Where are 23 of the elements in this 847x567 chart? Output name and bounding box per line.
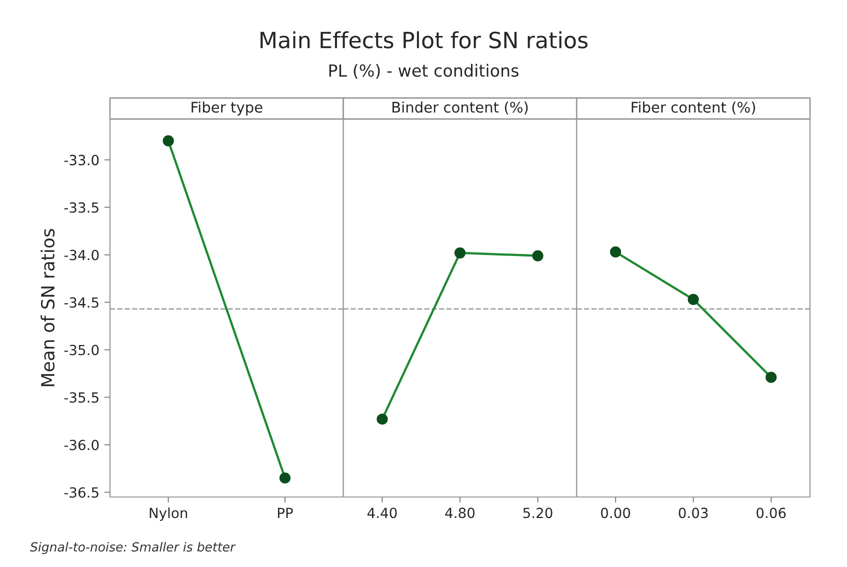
y-axis-title: Mean of SN ratios <box>40 228 55 386</box>
x-tick-label: 5.20 <box>523 508 552 518</box>
y-tick-label: -33.5 <box>64 202 98 213</box>
y-tick-label: -36.0 <box>64 440 99 450</box>
x-tick-label: 0.03 <box>678 508 708 518</box>
x-tick-label: PP <box>278 508 293 518</box>
x-tick-label: 4.80 <box>445 508 475 518</box>
x-tick-label: 4.40 <box>367 508 397 518</box>
y-tick-label: -35.5 <box>64 392 98 403</box>
y-tick-label: -33.0 <box>64 154 99 166</box>
text: Signal-to-noise: Smaller is better <box>30 542 236 554</box>
y-tick-label: -36.5 <box>64 487 98 498</box>
text: PL (%) - wet conditions <box>329 64 518 79</box>
chart-title: Binder content (%) <box>392 101 528 114</box>
chart-title: Fiber content (%) <box>632 101 756 114</box>
x-tick-label: 0.00 <box>601 508 630 518</box>
chart-title: Fiber type <box>192 101 262 116</box>
x-tick-label: 0.06 <box>756 508 786 518</box>
x-tick-label: Nylon <box>150 507 188 521</box>
y-tick-label: -35.0 <box>64 344 99 356</box>
text: Main Effects Plot for SN ratios <box>260 31 588 48</box>
y-tick-label: -34.5 <box>64 297 98 308</box>
y-tick-label: -34.0 <box>64 250 99 260</box>
